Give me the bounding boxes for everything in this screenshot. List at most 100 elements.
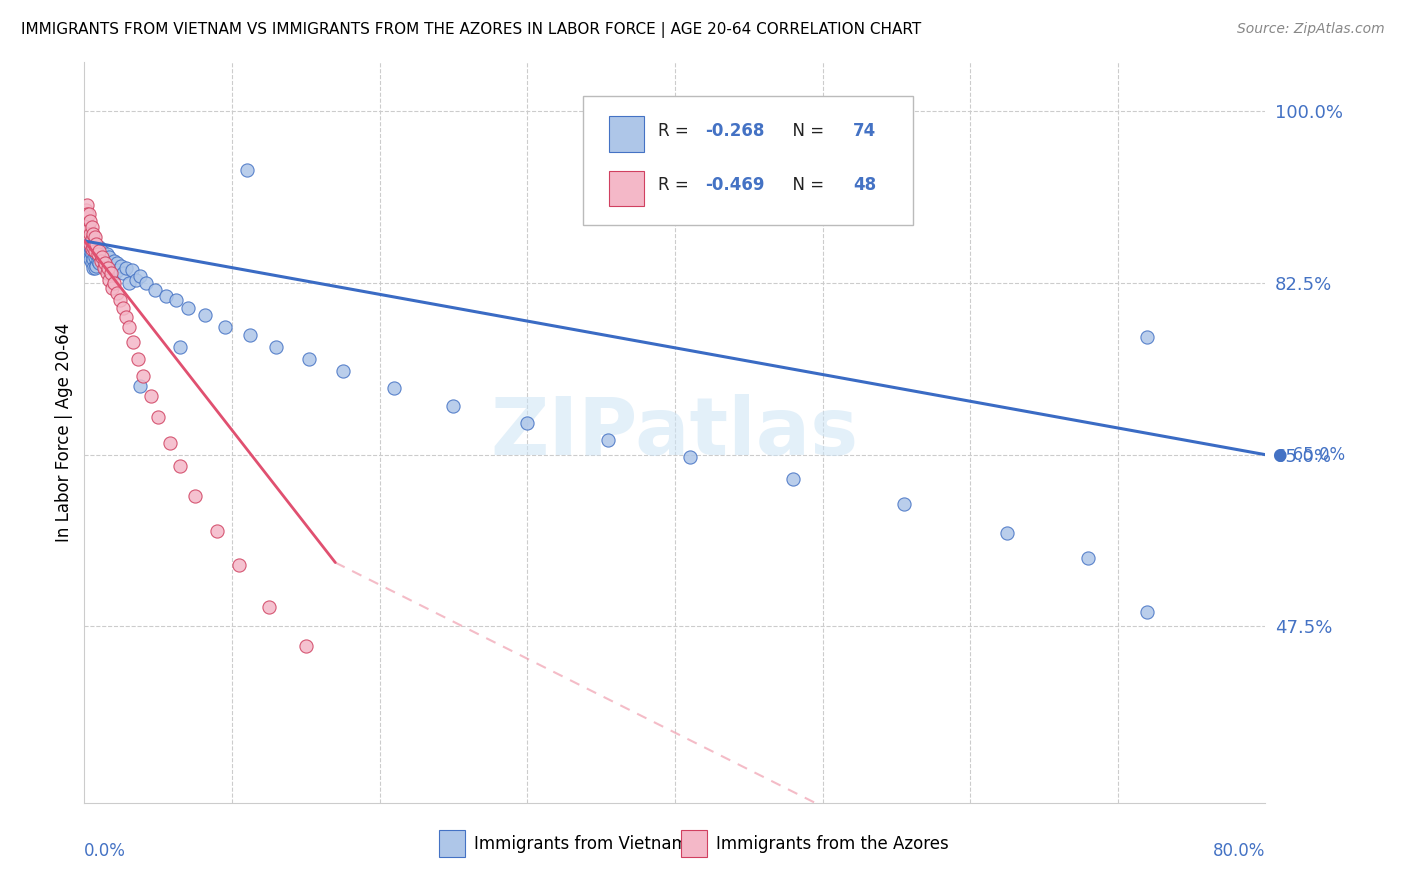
Point (96, 253, 118, 268)
Point (76, 217, 98, 231)
Point (101, 281, 124, 295)
Text: R =: R = (658, 176, 695, 194)
Point (79, 244, 101, 258)
Point (679, 450, 702, 464)
Point (90, 253, 112, 268)
Point (108, 293, 131, 307)
Point (111, 266, 134, 280)
Point (516, 417, 538, 431)
Point (332, 364, 354, 378)
Point (97, 261, 120, 276)
Point (96, 266, 118, 280)
Text: -0.469: -0.469 (706, 176, 765, 194)
Point (83, 244, 105, 258)
Point (83, 242, 105, 256)
Point (598, 433, 620, 447)
Point (114, 310, 136, 325)
Point (79, 252, 101, 266)
Text: -0.268: -0.268 (706, 121, 765, 139)
Point (87, 256, 111, 270)
Point (165, 293, 187, 307)
Point (80, 242, 103, 256)
Point (104, 266, 127, 280)
Bar (609, 117, 644, 152)
Point (97, 261, 120, 276)
Point (77, 232, 100, 246)
Point (110, 260, 132, 274)
Point (75, 234, 97, 248)
Point (77, 232, 100, 246)
Point (103, 253, 125, 268)
Point (127, 351, 149, 366)
Point (239, 328, 262, 343)
Point (94, 261, 117, 276)
Point (84, 260, 107, 274)
Point (77, 207, 100, 221)
Y-axis label: In Labor Force | Age 20-64: In Labor Force | Age 20-64 (55, 323, 73, 542)
Point (169, 340, 191, 354)
Point (90, 250, 112, 264)
Point (96, 246, 118, 260)
Text: 74: 74 (853, 121, 876, 139)
Point (121, 263, 143, 277)
Point (1136, 330, 1159, 344)
Text: Immigrants from the Azores: Immigrants from the Azores (716, 835, 949, 853)
Point (298, 351, 321, 366)
Point (443, 399, 465, 413)
Bar (609, 170, 644, 206)
Point (100, 256, 122, 270)
Point (76, 232, 98, 246)
Point (76, 242, 98, 256)
Point (100, 266, 122, 280)
Point (103, 276, 125, 290)
Point (143, 283, 166, 297)
Point (80, 246, 103, 260)
Text: Source: ZipAtlas.com: Source: ZipAtlas.com (1237, 22, 1385, 37)
Point (295, 639, 318, 653)
Point (80, 232, 103, 246)
Point (75, 212, 97, 227)
Point (84, 246, 107, 260)
Point (101, 261, 124, 276)
Text: IMMIGRANTS FROM VIETNAM VS IMMIGRANTS FROM THE AZORES IN LABOR FORCE | AGE 20-64: IMMIGRANTS FROM VIETNAM VS IMMIGRANTS FR… (21, 22, 921, 38)
Point (107, 263, 129, 277)
Text: ZIPatlas: ZIPatlas (491, 393, 859, 472)
Point (382, 381, 406, 395)
Point (76, 197, 98, 211)
Point (159, 436, 181, 450)
Point (169, 459, 191, 474)
Text: 0.0%: 0.0% (84, 842, 127, 860)
Point (93, 256, 115, 270)
Point (80, 220, 103, 235)
Point (266, 340, 288, 354)
Point (82, 252, 104, 266)
Point (118, 276, 141, 290)
Point (148, 410, 170, 425)
Point (1077, 550, 1099, 565)
Point (105, 285, 128, 300)
Point (91, 250, 114, 264)
Point (98, 250, 121, 264)
Point (83, 230, 105, 244)
Point (782, 472, 804, 486)
Point (82, 240, 104, 254)
Text: ● 65.0%: ● 65.0% (1272, 446, 1346, 464)
Point (76, 207, 98, 221)
Text: R =: R = (658, 121, 695, 139)
Point (236, 163, 259, 178)
Point (79, 240, 101, 254)
Point (893, 497, 915, 511)
Point (995, 526, 1018, 541)
Point (93, 261, 115, 276)
Point (155, 289, 177, 303)
Point (257, 599, 280, 614)
Point (75, 227, 97, 241)
Point (82, 261, 104, 276)
Point (94, 256, 117, 270)
Point (77, 222, 100, 236)
Point (79, 227, 101, 241)
Point (125, 273, 148, 287)
Point (105, 256, 128, 270)
Point (118, 320, 141, 334)
Point (87, 244, 111, 258)
